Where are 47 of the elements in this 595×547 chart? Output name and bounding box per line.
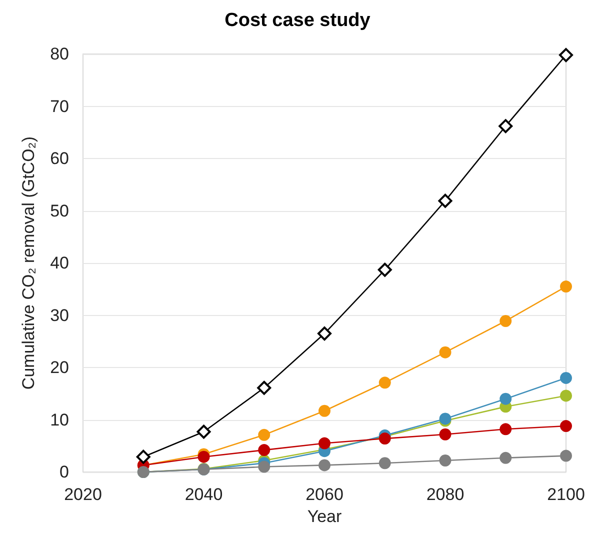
point — [498, 119, 513, 134]
point — [378, 457, 391, 470]
point — [500, 315, 512, 327]
x-tick-label: 2080 — [426, 485, 464, 504]
point — [439, 428, 452, 440]
y-axis-title: Cumulative CO₂ removal (GtCO₂) — [19, 136, 38, 390]
point — [560, 372, 572, 384]
point — [438, 194, 452, 208]
point — [439, 454, 452, 466]
y-tick-label: 30 — [50, 306, 69, 325]
point — [500, 452, 512, 464]
y-tick-label: 60 — [50, 149, 69, 168]
point — [318, 459, 330, 472]
x-tick-label: 2100 — [547, 485, 585, 504]
x-tick-label: 2020 — [64, 485, 102, 504]
point — [136, 450, 150, 464]
point — [318, 404, 330, 417]
y-tick-label: 80 — [50, 44, 69, 64]
point — [198, 450, 210, 463]
chart-title: Cost case study — [224, 10, 371, 31]
point — [559, 48, 573, 62]
point — [258, 428, 270, 441]
point — [378, 432, 391, 445]
point — [257, 380, 272, 395]
y-tick-label: 70 — [50, 96, 69, 116]
point — [258, 444, 270, 456]
y-tick-label: 10 — [50, 410, 69, 430]
point — [258, 460, 270, 473]
x-axis-title: Year — [307, 507, 342, 526]
y-tick-label: 50 — [50, 201, 69, 220]
point — [560, 280, 572, 293]
point — [378, 262, 392, 277]
point — [378, 376, 391, 389]
point — [439, 346, 452, 358]
point — [318, 437, 330, 450]
point — [318, 326, 332, 341]
x-tick-label: 2040 — [184, 485, 223, 504]
point — [500, 423, 512, 436]
point — [560, 390, 572, 402]
point — [500, 392, 512, 405]
point — [196, 424, 211, 439]
point — [560, 420, 572, 432]
y-tick-label: 20 — [50, 358, 69, 377]
x-tick-label: 2060 — [306, 485, 344, 504]
point — [560, 450, 572, 462]
y-tick-label: 40 — [50, 254, 69, 272]
y-tick-label: 0 — [60, 462, 69, 482]
